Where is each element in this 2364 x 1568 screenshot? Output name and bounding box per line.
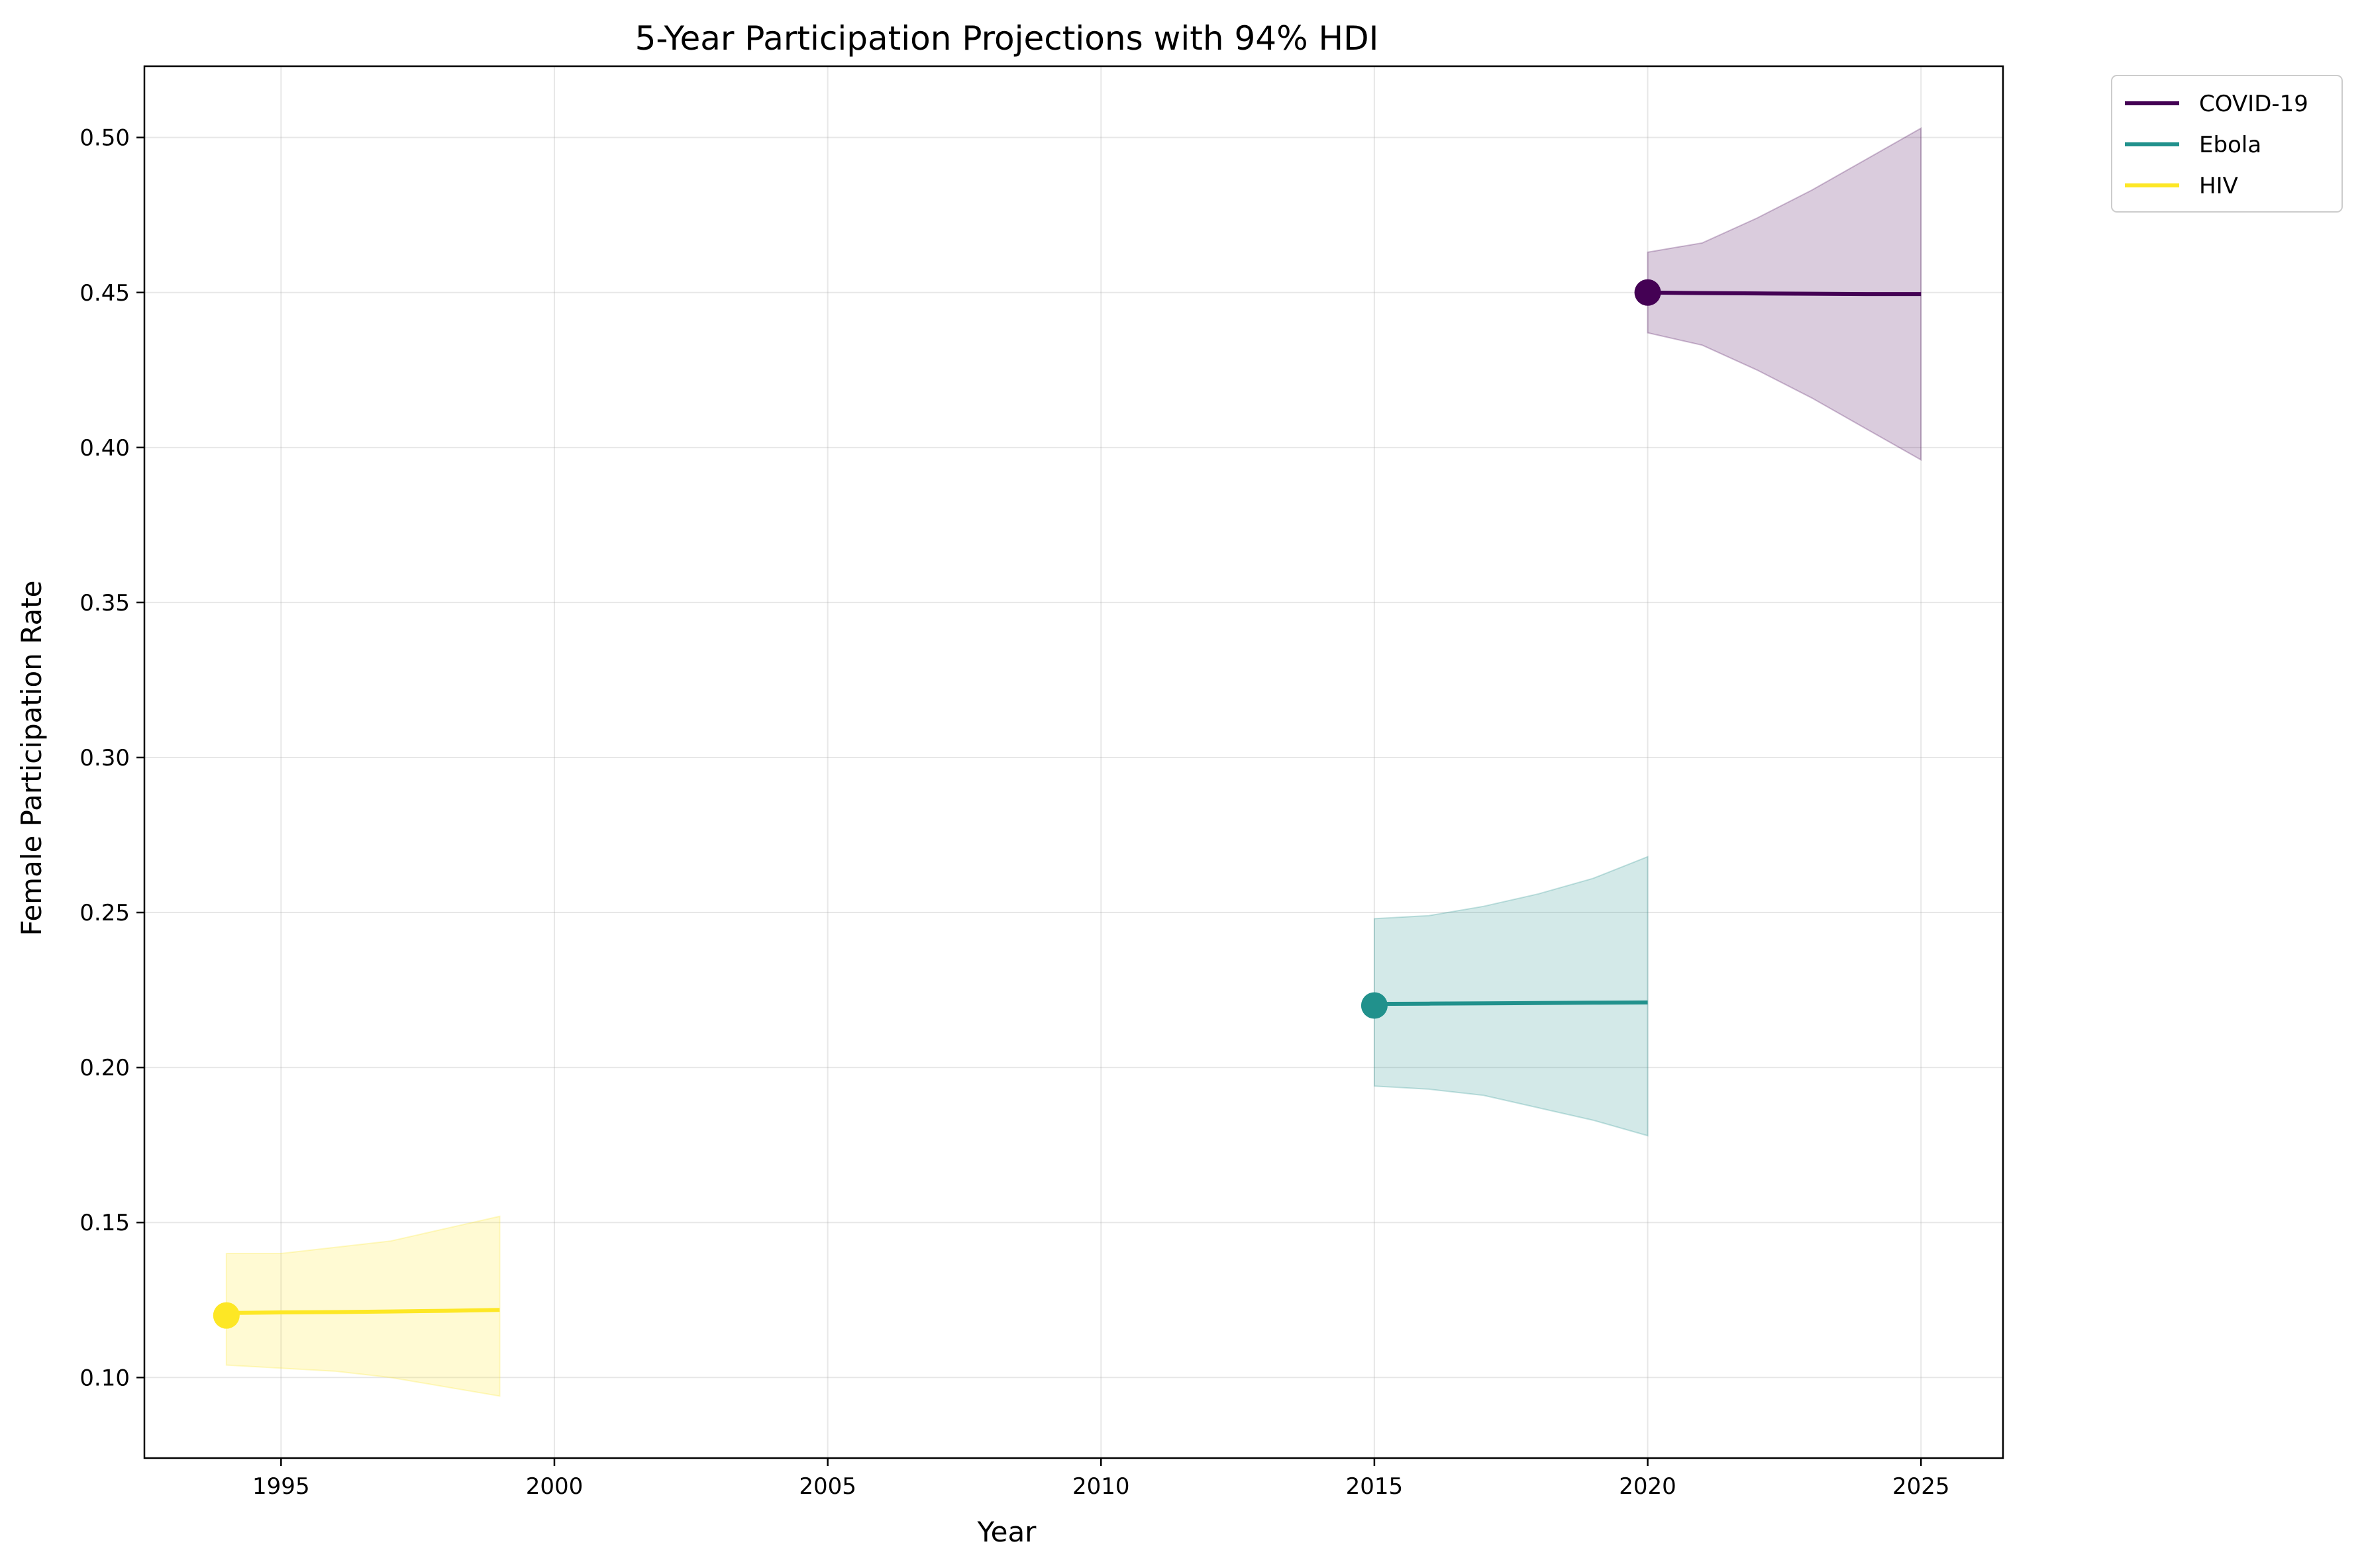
x-tick-label: 1995 [252,1473,310,1500]
y-axis-title: Female Participation Rate [15,580,48,936]
hdi-band-ebola [1373,856,1649,1137]
x-axis-title: Year [977,1516,1037,1548]
legend-label-ebola: Ebola [2199,132,2261,158]
legend: COVID-19 Ebola HIV [2111,75,2343,213]
start-point-ebola [1361,992,1388,1019]
hdi-band-layer [225,126,1922,1397]
legend-label-covid-19: COVID-19 [2199,91,2308,117]
y-tick-label: 0.45 [79,280,130,307]
y-tick-label: 0.35 [79,590,130,616]
y-tick-label: 0.10 [79,1365,130,1391]
y-tick-label: 0.25 [79,900,130,926]
legend-frame [2111,75,2343,213]
plot-frame [143,65,2004,1459]
hdi-band-hiv [225,1215,501,1397]
x-tick-label: 2020 [1619,1473,1676,1500]
chart-title: 5-Year Participation Projections with 94… [635,19,1379,58]
start-point-layer [213,279,1661,1329]
plot-background [144,66,2003,1458]
x-axis: 1995 2000 2005 2010 2015 2020 2025 [252,1458,1949,1500]
y-tick-label: 0.50 [79,125,130,152]
y-tick-label: 0.30 [79,745,130,771]
x-tick-label: 2025 [1892,1473,1950,1500]
x-tick-label: 2000 [526,1473,584,1500]
y-tick-label: 0.20 [79,1055,130,1081]
y-tick-label: 0.15 [79,1210,130,1236]
x-tick-label: 2005 [799,1473,856,1500]
x-tick-label: 2015 [1346,1473,1404,1500]
series-line-layer [226,290,1922,1315]
x-tick-label: 2010 [1072,1473,1130,1500]
series-line-covid-19 [1647,290,1922,297]
legend-label-hiv: HIV [2199,173,2238,199]
start-point-covid-19 [1634,279,1661,306]
y-tick-label: 0.40 [79,435,130,462]
series-line-hiv [226,1308,500,1315]
plot-area [143,65,2004,1459]
series-line-ebola [1374,1000,1648,1006]
y-axis: 0.10 0.15 0.20 0.25 0.30 0.35 0.40 0.45 0.50 [79,125,144,1391]
start-point-hiv [213,1302,240,1329]
